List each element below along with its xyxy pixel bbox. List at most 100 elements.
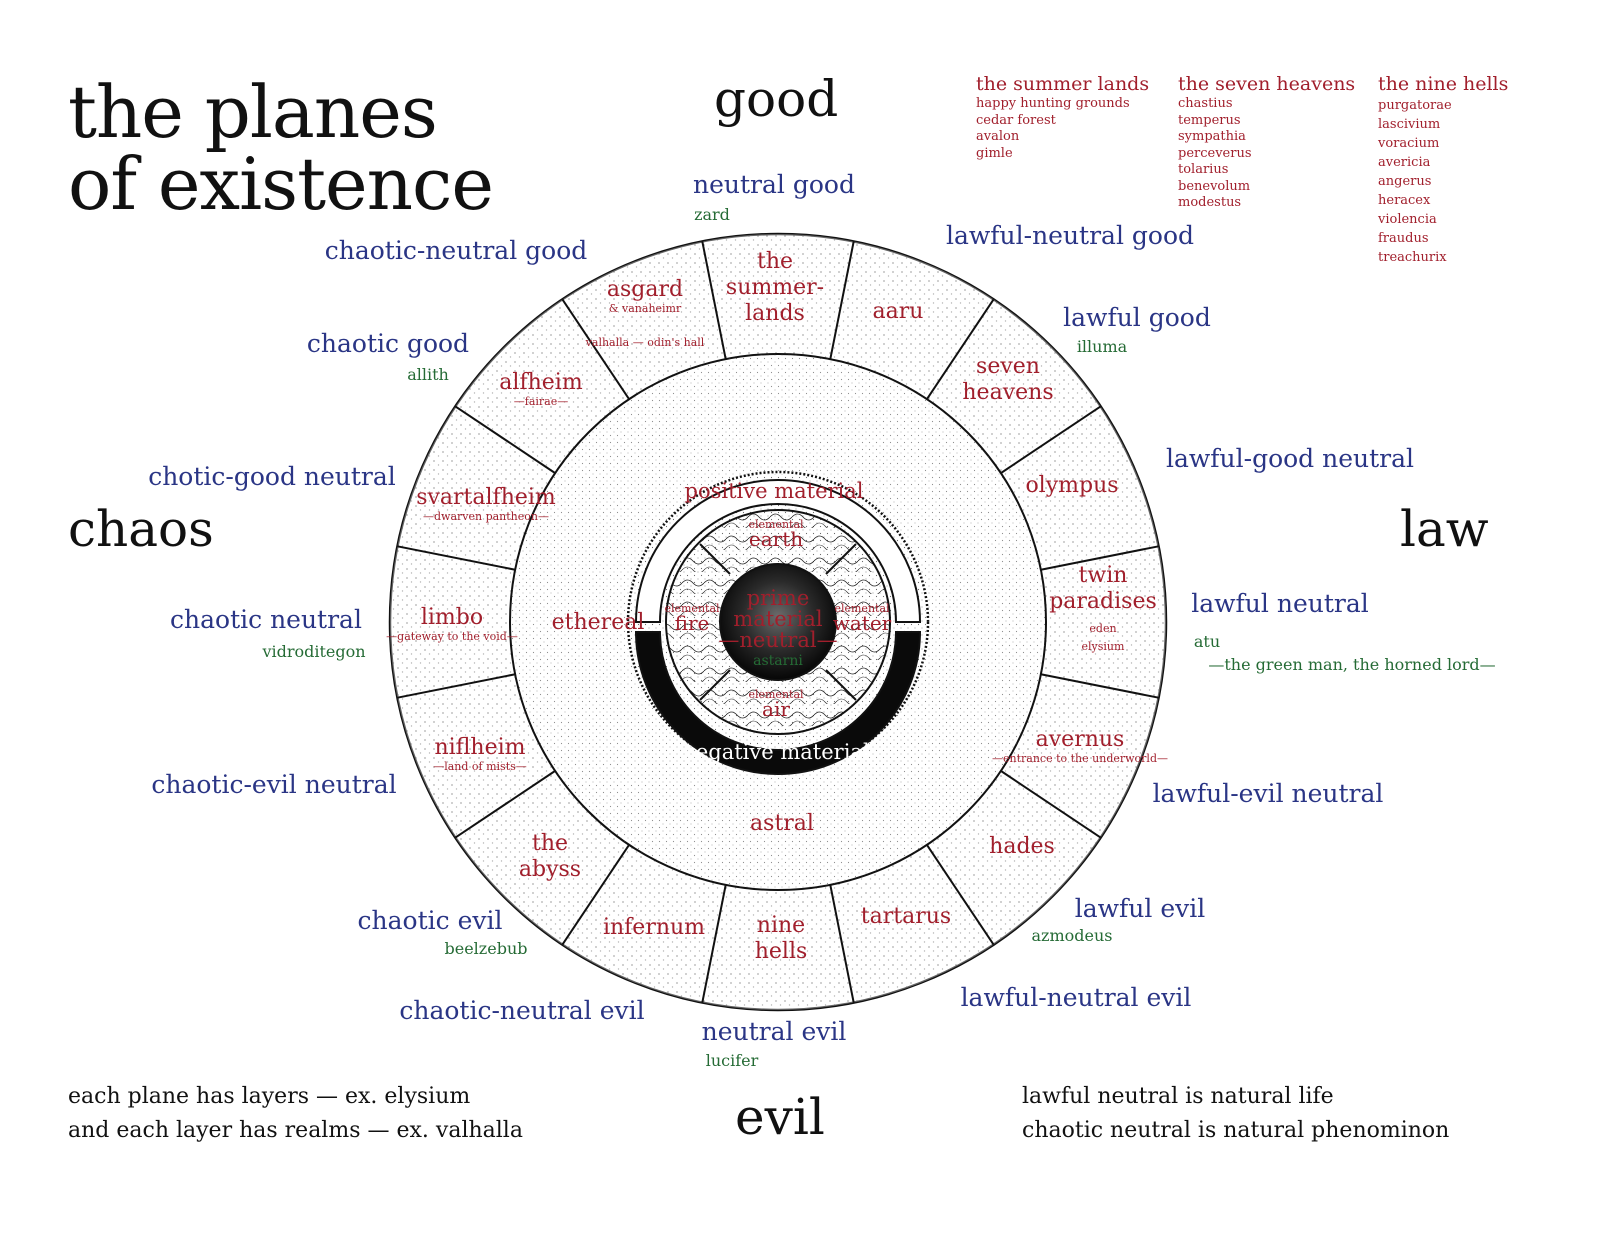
legend-item: fraudus <box>1378 231 1429 246</box>
legend-item: tolarius <box>1178 162 1229 177</box>
deity-label: beelzebub <box>445 939 528 958</box>
positive-material-label: positive material <box>685 479 864 503</box>
sector-divider <box>1040 545 1159 571</box>
footnote-left: each plane has layers — ex. elysium and … <box>68 1080 523 1148</box>
deity-label: lucifer <box>706 1051 759 1070</box>
footnote-right-line-2: chaotic neutral is natural phenominon <box>1022 1118 1450 1143</box>
elemental-earth-small: elemental <box>748 518 804 531</box>
outer-plane-label: svartalfheim <box>416 485 556 510</box>
outer-plane-label: twin <box>1079 563 1128 588</box>
alignment-label: lawful neutral <box>1191 589 1369 618</box>
alignment-label: chaotic evil <box>358 906 503 935</box>
legend-item: purgatorae <box>1378 98 1452 113</box>
legend-item: avericia <box>1378 155 1431 170</box>
page-title: the planes of existence <box>68 70 494 226</box>
legend-item: gimle <box>976 145 1013 161</box>
alignment-label: chotic-good neutral <box>148 462 396 491</box>
sector-divider <box>829 241 855 360</box>
axis-chaos: chaos <box>68 500 214 558</box>
deity-label: atu <box>1194 632 1220 651</box>
legend-seven-heavens: the seven heavens chastius temperus symp… <box>1178 72 1355 212</box>
legend-item: benevolum <box>1178 178 1251 194</box>
outer-plane-note: & vanaheimr <box>609 302 682 315</box>
title-line-1: the planes <box>68 70 438 154</box>
outer-plane-label: hades <box>989 834 1055 859</box>
legend-heading: the summer lands <box>976 73 1150 95</box>
elemental-earth-label: earth <box>749 527 803 551</box>
prime-deity-label: astarni <box>753 653 803 669</box>
outer-plane-label: lands <box>745 301 805 326</box>
sector-divider <box>926 298 995 400</box>
sector-divider <box>397 545 516 571</box>
outer-plane-label: seven <box>976 354 1040 379</box>
legend-item: cedar forest <box>976 112 1056 128</box>
elemental-water-label: water <box>833 611 892 635</box>
alignment-label: neutral good <box>693 170 855 199</box>
negative-material-label: negative material <box>682 740 870 764</box>
outer-plane-label: the <box>532 831 568 856</box>
alignment-label: neutral evil <box>702 1017 847 1046</box>
footnote-right: lawful neutral is natural life chaotic n… <box>1022 1080 1449 1148</box>
elemental-divider <box>825 669 857 701</box>
outer-plane-label: the <box>757 249 793 274</box>
axis-evil: evil <box>735 1088 825 1146</box>
outer-plane-label: olympus <box>1025 473 1118 498</box>
elemental-fire-label: fire <box>675 611 710 635</box>
outer-plane-label: infernum <box>603 915 705 940</box>
deity-label: azmodeus <box>1032 926 1113 945</box>
legend-item: voracium <box>1378 136 1440 151</box>
title-line-2: of existence <box>68 142 494 226</box>
ethereal-label: ethereal <box>552 610 645 635</box>
deity-epithet: —the green man, the horned lord— <box>1208 655 1495 674</box>
realm-label: valhalla — odin's hall <box>585 336 705 349</box>
deity-label: zard <box>694 205 730 224</box>
axis-law: law <box>1400 500 1489 558</box>
outer-plane-note: —dwarven pantheon— <box>423 510 549 523</box>
legend-heading: the seven heavens <box>1178 73 1356 95</box>
legend-item: avalon <box>976 129 1020 144</box>
sector-divider <box>1000 405 1102 474</box>
deity-label: illuma <box>1077 337 1128 356</box>
legend-item: temperus <box>1178 112 1241 128</box>
alignment-label: lawful good <box>1063 303 1211 332</box>
negative-material-arc <box>634 631 922 775</box>
sector-divider <box>1040 673 1159 699</box>
legend-item: modestus <box>1178 195 1242 210</box>
sector-divider <box>454 405 556 474</box>
legend-item: treachurix <box>1378 250 1447 265</box>
elemental-air-small: elemental <box>748 688 804 701</box>
alignment-label: chaotic-neutral good <box>325 236 588 265</box>
outer-plane-label: tartarus <box>861 904 951 929</box>
outer-plane-label: aaru <box>873 299 924 324</box>
sector-divider <box>561 298 630 400</box>
outer-plane-note: eden <box>1089 622 1116 635</box>
alignment-label: lawful evil <box>1075 894 1206 923</box>
footnote-left-line-2: and each layer has realms — ex. valhalla <box>68 1118 523 1143</box>
outer-plane-label: avernus <box>1036 727 1125 752</box>
prime-material-line-3: —neutral— <box>718 628 837 652</box>
sector-divider <box>701 884 727 1003</box>
prime-material-line-2: material <box>733 607 823 631</box>
sector-divider <box>561 844 630 946</box>
positive-material-arc <box>634 479 922 623</box>
legend-item: perceverus <box>1178 145 1252 161</box>
footnote-left-line-1: each plane has layers — ex. elysium <box>68 1084 471 1109</box>
legend-item: lascivium <box>1378 117 1441 132</box>
legend-item: sympathia <box>1178 129 1246 144</box>
legend-item: happy hunting grounds <box>976 96 1130 111</box>
axis-good: good <box>714 70 839 128</box>
sector-divider <box>454 770 556 839</box>
sector-divider <box>829 884 855 1003</box>
sector-divider <box>926 844 995 946</box>
alignment-label: lawful-evil neutral <box>1153 779 1384 808</box>
sector-divider <box>397 673 516 699</box>
outer-plane-note: —entrance to the underworld— <box>992 752 1168 765</box>
footnote-right-line-1: lawful neutral is natural life <box>1022 1084 1334 1109</box>
outer-plane-label: limbo <box>421 605 483 630</box>
elemental-divider <box>825 543 857 575</box>
alignment-label: chaotic-evil neutral <box>151 770 396 799</box>
diagram-labels: neutral good zard lawful-neutral good lawfu… <box>148 170 1495 1070</box>
deity-label: vidroditegon <box>261 642 365 661</box>
alignment-label: chaotic-neutral evil <box>399 996 644 1025</box>
